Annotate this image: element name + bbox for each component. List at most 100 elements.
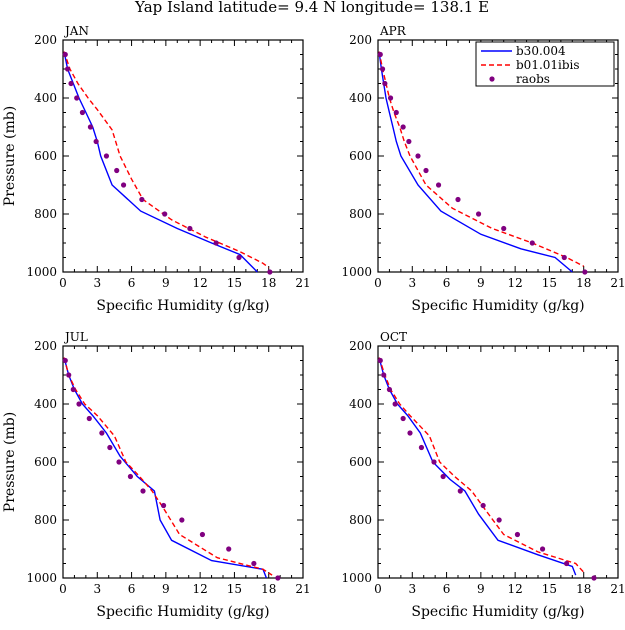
x-axis-label: Specific Humidity (g/kg) [411,298,584,314]
raobs-point [563,560,570,567]
x-tick-label: 6 [443,276,451,290]
series-line-b30-004 [378,357,577,576]
raobs-point [435,182,442,188]
x-tick-label: 9 [477,582,485,596]
raobs-point [406,138,412,145]
x-tick-label: 18 [576,276,591,290]
x-axis-label: Specific Humidity (g/kg) [96,298,269,314]
raobs-point [400,124,406,130]
raobs-point [400,415,406,422]
y-tick-label: 1000 [341,265,372,279]
raobs-point [66,372,72,378]
x-axis-label: Specific Humidity (g/kg) [411,604,584,620]
x-tick-label: 18 [261,276,276,290]
plot-frame [377,345,619,579]
raobs-point [213,240,219,246]
y-tick-label: 200 [34,33,57,47]
raobs-point [501,225,507,232]
raobs-point [187,225,193,232]
y-tick-label: 600 [34,455,57,469]
y-tick-label: 400 [34,397,57,411]
raobs-point [179,517,185,523]
raobs-point [480,502,486,509]
x-tick-label: 3 [408,582,416,596]
raobs-point [407,430,413,436]
raobs-point [591,575,597,581]
series-line-b01-01ibis [63,357,273,576]
raobs-point [415,153,421,159]
y-tick-label: 600 [34,149,57,163]
panel-oct: 0 3 6 9 12 15 18 21 200 400 600 800 1000 OCT Specific … [341,330,625,620]
raobs-point [76,401,82,407]
x-tick-label: 21 [295,276,310,290]
x-tick-label: 0 [59,276,67,290]
raobs-point [68,80,74,87]
y-tick-label: 1000 [26,265,57,279]
raobs-point [387,95,394,101]
x-tick-label: 15 [227,276,242,290]
raobs-point [199,531,206,538]
raobs-point [377,357,383,364]
y-tick-label: 200 [34,339,57,353]
raobs-point [431,459,437,465]
y-tick-label: 800 [34,513,57,527]
x-tick-label: 15 [542,582,557,596]
y-tick-label: 1000 [341,571,372,585]
x-tick-label: 18 [576,582,591,596]
raobs-point [74,95,80,101]
series-line-b30-004 [63,51,258,273]
x-tick-label: 15 [227,582,242,596]
x-tick-label: 0 [374,276,382,290]
x-axis-label: Specific Humidity (g/kg) [96,604,269,620]
raobs-point [393,109,399,116]
raobs-point [267,269,273,275]
legend-label: b01.01ibis [516,58,580,72]
x-tick-label: 18 [261,582,276,596]
raobs-point [79,109,86,116]
raobs-point [392,401,398,407]
y-tick-label: 800 [34,207,57,221]
y-tick-label: 200 [349,33,372,47]
raobs-point [475,211,482,217]
panel-jan: 0 3 6 9 12 15 18 21 200 400 600 800 1000 JAN Specific … [2,24,311,314]
x-tick-label: 0 [59,582,67,596]
raobs-point [539,546,546,552]
raobs-point [382,80,388,87]
raobs-point [70,386,76,393]
panel-label: OCT [380,330,407,344]
raobs-point [116,459,122,465]
y-tick-label: 400 [349,91,372,105]
raobs-point [160,502,167,509]
raobs-point [455,196,461,203]
legend-dot [489,76,495,82]
x-tick-label: 0 [374,582,382,596]
raobs-point [440,473,446,480]
x-tick-label: 9 [162,582,170,596]
raobs-point [418,444,425,451]
raobs-point [377,51,383,58]
series-line-b01-01ibis [378,357,585,573]
raobs-point [127,473,134,480]
y-tick-label: 600 [349,455,372,469]
raobs-point [120,182,127,188]
y-tick-label: 200 [349,339,372,353]
y-tick-label: 1000 [26,571,57,585]
series-line-b01-01ibis [378,51,585,267]
x-tick-label: 12 [508,582,523,596]
panel-label: JAN [63,24,89,38]
raobs-point [529,240,535,246]
raobs-point [86,415,92,422]
x-tick-label: 21 [295,582,310,596]
raobs-point [140,488,146,494]
raobs-point [64,66,71,72]
raobs-point [379,66,386,72]
raobs-point [87,124,94,130]
raobs-point [561,254,567,261]
x-tick-label: 3 [93,276,101,290]
raobs-point [236,254,242,261]
raobs-point [496,517,502,523]
y-tick-label: 400 [349,397,372,411]
figure-title: Yap Island latitude= 9.4 N longitude= 13… [134,0,489,16]
raobs-point [99,430,105,436]
